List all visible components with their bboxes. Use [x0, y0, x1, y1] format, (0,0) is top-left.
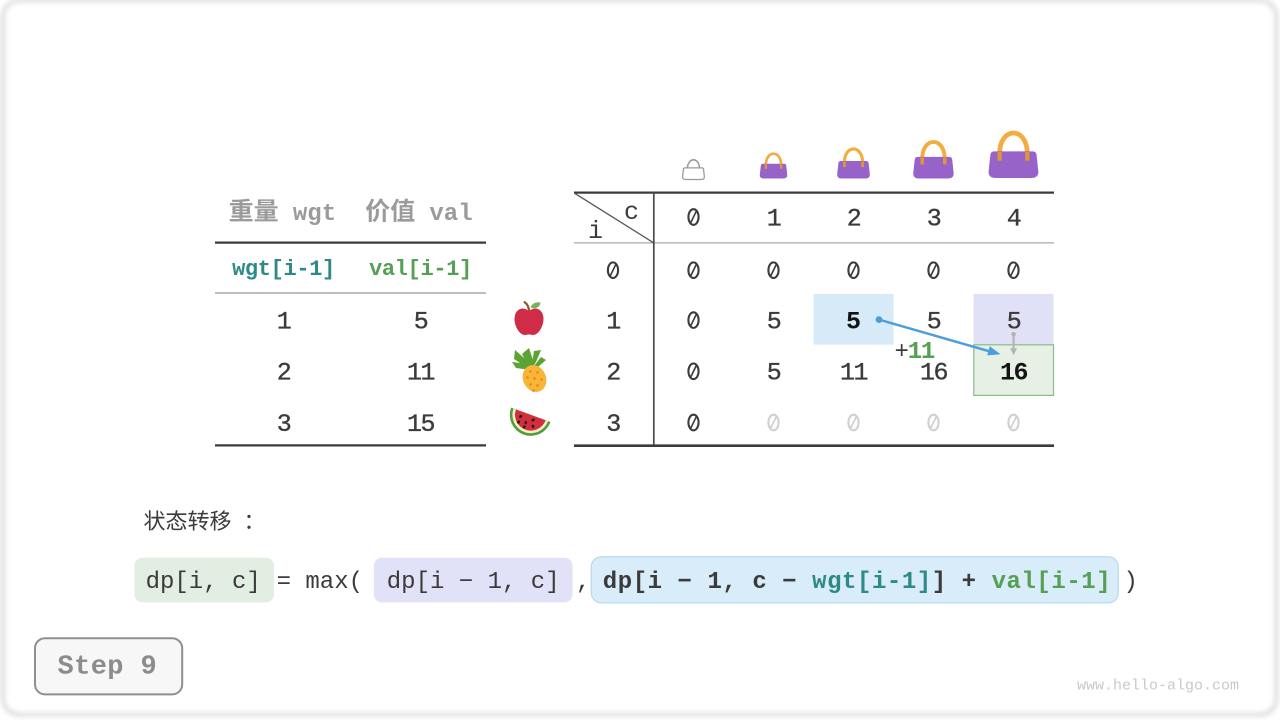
- svg-text:5: 5: [767, 308, 781, 337]
- svg-text:www.hello-algo.com: www.hello-algo.com: [1077, 678, 1239, 695]
- svg-text:dp[i − 1, c − wgt[i-1]] + val[: dp[i − 1, c − wgt[i-1]] + val[i-1]: [603, 569, 1111, 596]
- svg-text:2: 2: [277, 359, 291, 388]
- svg-text:= max(: = max(: [277, 569, 363, 596]
- svg-text:11: 11: [407, 359, 435, 388]
- svg-text:): ): [1123, 569, 1137, 596]
- svg-text:5: 5: [846, 308, 861, 337]
- svg-text:+11: +11: [895, 339, 935, 366]
- svg-text:1: 1: [606, 308, 620, 337]
- svg-text:16: 16: [1000, 359, 1028, 388]
- svg-text:dp[i, c]: dp[i, c]: [146, 569, 261, 596]
- svg-text:3: 3: [927, 204, 941, 233]
- svg-text:c: c: [624, 198, 639, 227]
- svg-text:2: 2: [847, 204, 861, 233]
- svg-text:15: 15: [407, 410, 435, 439]
- svg-text:i: i: [588, 217, 603, 246]
- svg-text:1: 1: [767, 204, 781, 233]
- svg-text:dp[i − 1, c]: dp[i − 1, c]: [387, 569, 560, 596]
- svg-text:val: val: [429, 201, 472, 228]
- svg-text:Step 9: Step 9: [57, 653, 157, 683]
- svg-text:1: 1: [277, 307, 291, 336]
- svg-text:5: 5: [927, 308, 941, 337]
- svg-text:5: 5: [767, 359, 781, 388]
- svg-text:2: 2: [606, 359, 620, 388]
- svg-text:4: 4: [1007, 204, 1021, 233]
- svg-text:,: ,: [576, 569, 590, 596]
- svg-text:5: 5: [1007, 308, 1021, 337]
- svg-text:5: 5: [414, 307, 428, 336]
- svg-text:3: 3: [606, 410, 620, 439]
- svg-text:11: 11: [840, 359, 868, 388]
- svg-text:wgt: wgt: [293, 201, 336, 228]
- svg-text:wgt[i-1]: wgt[i-1]: [232, 257, 335, 282]
- svg-text:16: 16: [920, 359, 948, 388]
- svg-text:val[i-1]: val[i-1]: [369, 257, 472, 282]
- svg-text:3: 3: [277, 410, 291, 439]
